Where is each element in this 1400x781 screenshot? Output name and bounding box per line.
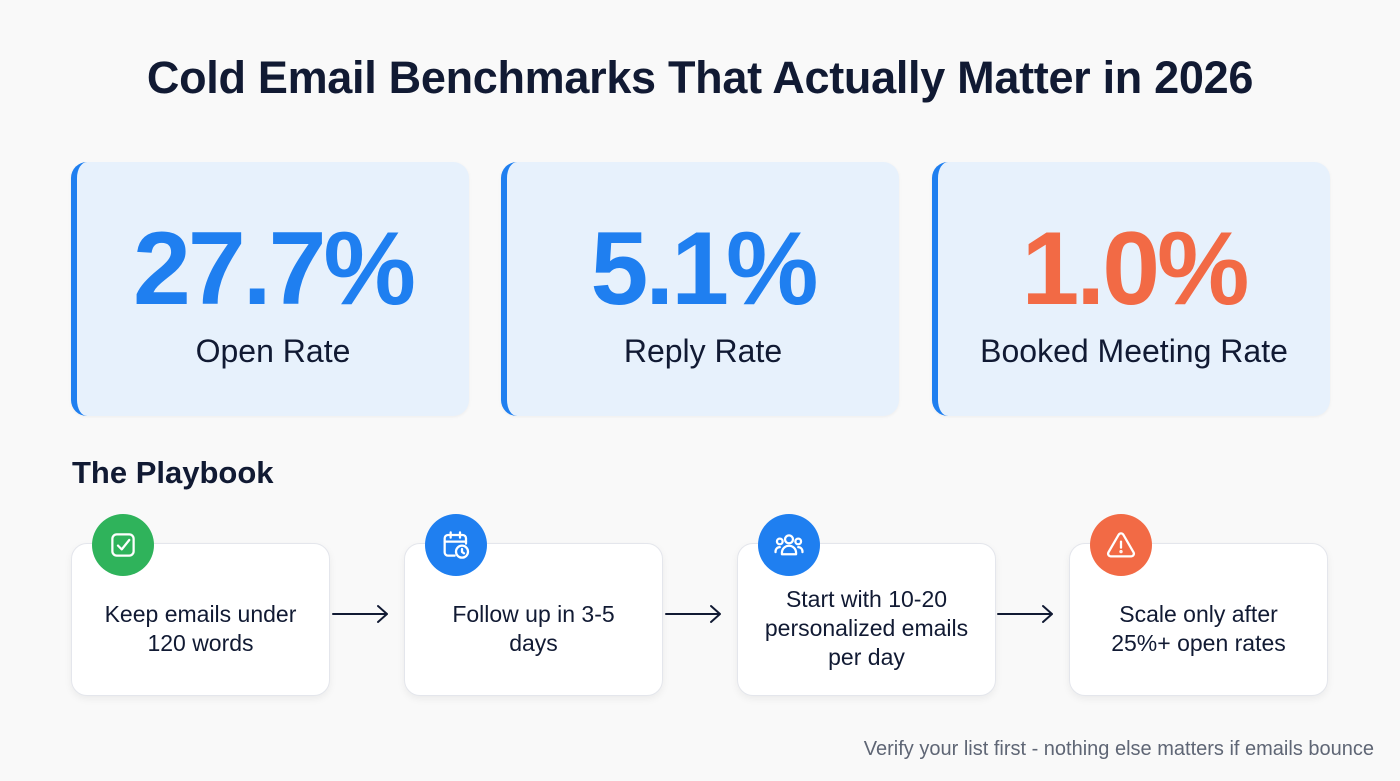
step-text: Follow up in 3-5 days bbox=[452, 600, 615, 656]
step-text: Start with 10-20 personalized emails per… bbox=[764, 586, 969, 670]
arrow-right-icon bbox=[997, 605, 1053, 623]
playbook-step-4: Scale only after 25%+ open rates bbox=[1069, 543, 1328, 696]
stat-card-booked-meeting-rate: 1.0% Booked Meeting Rate bbox=[932, 162, 1330, 416]
step-text: Keep emails under 120 words bbox=[104, 600, 297, 656]
playbook-step-2: Follow up in 3-5 days bbox=[404, 543, 663, 696]
stat-card-reply-rate: 5.1% Reply Rate bbox=[501, 162, 899, 416]
calendar-clock-icon bbox=[425, 514, 487, 576]
arrow-right-icon bbox=[665, 605, 721, 623]
stat-label: Open Rate bbox=[195, 333, 351, 369]
stat-label: Booked Meeting Rate bbox=[980, 333, 1288, 369]
playbook-step-3: Start with 10-20 personalized emails per… bbox=[737, 543, 996, 696]
playbook-title: The Playbook bbox=[72, 455, 274, 490]
stat-card-open-rate: 27.7% Open Rate bbox=[71, 162, 469, 416]
arrow-right-icon bbox=[332, 605, 388, 623]
page-title: Cold Email Benchmarks That Actually Matt… bbox=[146, 52, 1254, 103]
checkbox-icon bbox=[92, 514, 154, 576]
warning-icon bbox=[1090, 514, 1152, 576]
stat-label: Reply Rate bbox=[623, 333, 783, 369]
users-icon bbox=[758, 514, 820, 576]
step-text: Scale only after 25%+ open rates bbox=[1111, 600, 1286, 656]
stat-value: 27.7% bbox=[133, 211, 416, 327]
playbook-step-1: Keep emails under 120 words bbox=[71, 543, 330, 696]
footer-note: Verify your list first - nothing else ma… bbox=[863, 738, 1374, 760]
stat-value: 5.1% bbox=[590, 211, 818, 327]
stat-value: 1.0% bbox=[1021, 211, 1249, 327]
